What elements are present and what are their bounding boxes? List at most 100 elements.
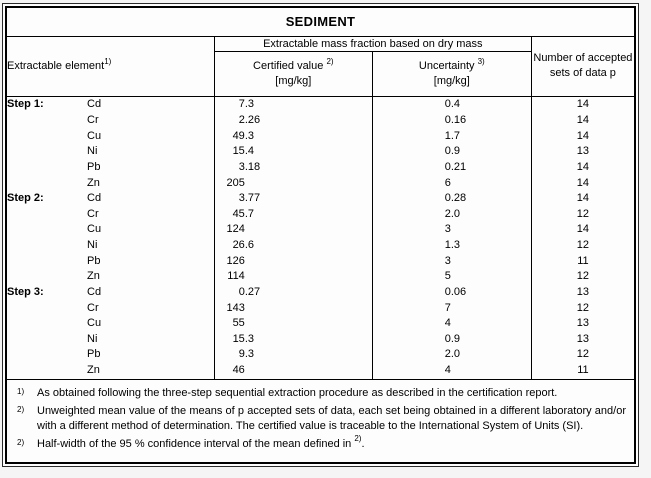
element-cell: Ni [5, 144, 215, 160]
uncertainty-cell: 0.9 [371, 144, 532, 160]
footnote: 2) Half-width of the 95 % confidence inte… [11, 433, 626, 452]
uncertainty-cell: 0.28 [371, 190, 532, 207]
element-cell: Pb [5, 159, 215, 176]
footnotes-section: 1) As obtained following the three-step s… [5, 378, 636, 464]
certified-frac: .3 [244, 98, 254, 111]
certified-frac: .3 [244, 129, 254, 142]
footnote-text: Unweighted mean value of the means of p … [37, 404, 626, 432]
footnote-text: As obtained following the three-step seq… [37, 386, 558, 399]
certified-int: 26 [232, 239, 245, 252]
element-cell: Zn [5, 269, 215, 285]
uncertainty-int: 2 [444, 207, 451, 220]
certified-frac: .3 [244, 332, 254, 345]
uncertainty-frac: .3 [450, 239, 460, 252]
accepted-sets-cell: 14 [530, 128, 636, 145]
uncertainty-int: 6 [444, 176, 451, 189]
accepted-sets-cell: 12 [530, 269, 636, 285]
uncertainty-int: 0 [444, 285, 451, 298]
accepted-sets-cell: 14 [530, 159, 636, 176]
certified-value-cell: 45.7 [213, 206, 373, 223]
element-symbol: Zn [87, 176, 100, 189]
accepted-sets-cell: 14 [530, 222, 636, 238]
element-cell: Cu [5, 222, 215, 238]
certified-value-cell: 9.3 [213, 347, 373, 363]
uncertainty-frac: .0 [450, 348, 460, 361]
certified-int: 143 [226, 301, 245, 314]
uncertainty-cell: 4 [371, 362, 532, 380]
uncertainty-int: 3 [444, 254, 451, 267]
footnote: 2) Unweighted mean value of the means of … [11, 404, 626, 434]
uncertainty-int: 1 [444, 239, 451, 252]
certified-frac: .6 [244, 239, 254, 252]
accepted-sets-cell: 12 [530, 237, 636, 254]
element-symbol: Cu [87, 317, 102, 330]
uncertainty-frac: .16 [450, 114, 467, 127]
uncertainty-cell: 0.9 [371, 331, 532, 348]
certified-value-cell: 15.4 [213, 144, 373, 160]
header-uncertainty: Uncertainty 3) [mg/kg] [371, 51, 532, 98]
certified-int: 49 [232, 129, 245, 142]
element-cell: Ni [5, 331, 215, 348]
element-symbol: Pb [87, 160, 101, 173]
element-symbol: Cd [87, 192, 102, 205]
uncertainty-frac: .0 [450, 207, 460, 220]
certified-frac: .4 [244, 145, 254, 158]
footnote-text: Half-width of the 95 % confidence interv… [37, 437, 355, 450]
certified-value-cell: 124 [213, 222, 373, 238]
step-label: Step 3: [7, 285, 44, 298]
certified-frac: .18 [244, 160, 261, 173]
table-row: Cr 45.7 2.0 12 [5, 206, 636, 223]
accepted-sets-cell: 12 [530, 300, 636, 316]
element-symbol: Ni [87, 145, 98, 158]
certified-int: 45 [232, 207, 245, 220]
accepted-sets-cell: 13 [530, 315, 636, 332]
certified-int: 15 [232, 332, 245, 345]
uncertainty-cell: 3 [371, 222, 532, 238]
footnote-marker: 2) [17, 404, 25, 414]
uncertainty-cell: 0.21 [371, 159, 532, 176]
certified-value-cell: 143 [213, 300, 373, 316]
footnote-ref-1-icon: 1) [104, 56, 112, 66]
uncertainty-cell: 7 [371, 300, 532, 316]
table-header: SEDIMENT Extractable element1) Extractab… [5, 6, 636, 98]
uncertainty-int: 0 [444, 160, 451, 173]
title-row: SEDIMENT [5, 6, 636, 37]
certified-int: 205 [226, 176, 245, 189]
table-row: Zn 46 4 11 [5, 362, 636, 380]
certified-value-cell: 2.26 [213, 112, 373, 129]
uncertainty-int: 3 [444, 223, 451, 236]
table-row: Zn 205 6 14 [5, 175, 636, 191]
element-cell: Step 3: Cd [5, 284, 215, 301]
certified-value-cell: 26.6 [213, 237, 373, 254]
header-row-top: Extractable element1) Extractable mass f… [5, 35, 636, 98]
certified-value-cell: 15.3 [213, 331, 373, 348]
document-frame: SEDIMENT Extractable element1) Extractab… [2, 3, 639, 467]
certified-value-cell: 126 [213, 253, 373, 270]
header-certified-value-line: Certified value 2) [215, 56, 372, 74]
certified-value-cell: 49.3 [213, 128, 373, 145]
footnote-ref-2-icon: 2) [326, 56, 334, 66]
element-symbol: Cd [87, 285, 102, 298]
uncertainty-int: 0 [444, 98, 451, 111]
certified-int: 55 [232, 317, 245, 330]
uncertainty-int: 4 [444, 317, 451, 330]
uncertainty-frac: .21 [450, 160, 467, 173]
table-row: Pb 126 3 11 [5, 253, 636, 270]
table-row: Pb 3.18 0.21 14 [5, 159, 636, 176]
certified-value-cell: 55 [213, 315, 373, 332]
uncertainty-frac: .06 [450, 285, 467, 298]
certified-value-cell: 7.3 [213, 96, 373, 113]
header-uncertainty-line: Uncertainty 3) [373, 57, 531, 74]
element-cell: Cr [5, 206, 215, 223]
table-row: Cu 55 4 13 [5, 315, 636, 332]
uncertainty-frac: .28 [450, 192, 467, 205]
certified-int: 46 [232, 364, 245, 377]
header-uncertainty-label: Uncertainty [418, 60, 475, 73]
element-symbol: Cr [87, 207, 99, 220]
element-symbol: Cu [87, 223, 102, 236]
table-title: SEDIMENT [5, 6, 636, 37]
footnote-inline-ref: 2) [354, 433, 362, 443]
uncertainty-frac: .9 [450, 145, 460, 158]
header-mass-fraction: Extractable mass fraction based on dry m… [213, 35, 532, 53]
certified-int: 3 [238, 160, 245, 173]
